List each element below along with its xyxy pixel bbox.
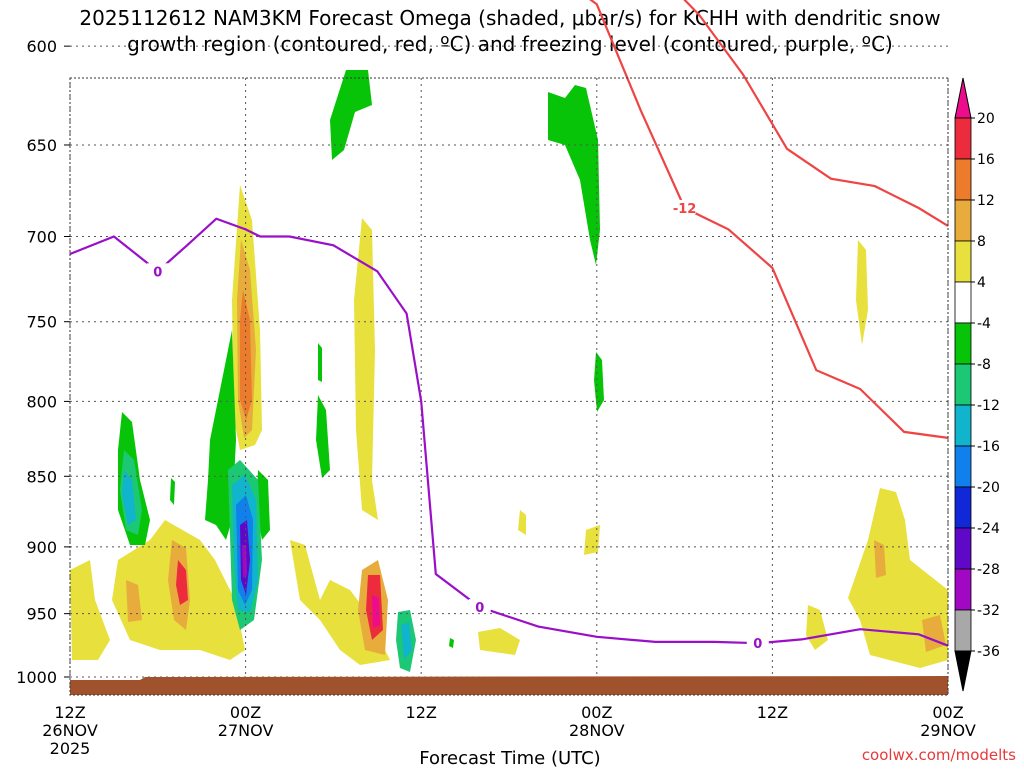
omega-region-green-00z [205, 330, 236, 540]
omega-region-orange-right [874, 540, 886, 578]
contour-line-2 [69, 217, 949, 647]
y-tick-label-800: 800 [26, 392, 57, 411]
y-axis-ticks: 2503003504004505005506006507007508008509… [16, 37, 70, 687]
colorbar-label-2: 12 [977, 193, 995, 209]
omega-region-yellow-03z [354, 218, 378, 520]
omega-region-green-upper-b [548, 85, 600, 265]
omega-region-cyan-left-b [122, 470, 136, 525]
y-tick-label-600: 600 [26, 37, 57, 56]
omega-region-lightblue-09z [401, 622, 412, 660]
colorbar-label-6: -8 [977, 357, 991, 373]
y-tick-label-700: 700 [26, 228, 57, 247]
x-tick-date-5: 29NOV [920, 721, 976, 740]
contour-label-bg-2-1 [468, 599, 491, 614]
chart-title-line-1: 2025112612 NAM3KM Forecast Omega (shaded… [79, 6, 940, 30]
omega-region-pink-low2 [372, 595, 380, 628]
plot-border [69, 77, 949, 696]
omega-region-green-mid2 [318, 343, 322, 382]
omega-region-green-small-2 [449, 638, 454, 648]
colorbar-label-11: -28 [977, 562, 1000, 578]
x-tick-label-1: 00Z [230, 703, 261, 722]
colorbar-bin-3 [954, 240, 972, 283]
x-tick-label-3: 00Z [581, 703, 612, 722]
contour-label-2-1: 0 [475, 601, 484, 616]
x-tick-year-0: 2025 [50, 739, 91, 758]
contour-label-2-2: 0 [753, 637, 762, 652]
colorbar-bin-6 [954, 363, 972, 406]
contour-line-1 [589, 0, 949, 439]
omega-region-yellow-small-c [478, 628, 520, 655]
omega-region-yellow-late [856, 240, 868, 345]
omega-region-green-upper-a [330, 70, 372, 160]
omega-region-green-mid [316, 395, 330, 478]
x-tick-label-5: 00Z [932, 703, 963, 722]
chart-title-line-2: growth region (contoured, red, ºC) and f… [127, 32, 893, 56]
colorbar-bin-4 [954, 281, 972, 324]
colorbar-label-8: -16 [977, 439, 1000, 455]
x-tick-label-4: 12Z [757, 703, 788, 722]
colorbar-top-arrow [954, 77, 972, 119]
contour-line-0 [683, 0, 949, 227]
colorbar-label-9: -20 [977, 480, 1000, 496]
contour-label-1-1: -12 [673, 202, 697, 217]
x-tick-date-0: 26NOV [42, 721, 98, 740]
y-tick-label-750: 750 [26, 313, 57, 332]
colorbar-label-4: 4 [977, 275, 986, 291]
colorbar-label-13: -36 [977, 644, 1000, 660]
omega-shading-layer [70, 70, 948, 672]
x-tick-date-3: 28NOV [569, 721, 625, 740]
credit-text: coolwx.com/modelts [862, 746, 1016, 764]
omega-region-yellow-low-left [70, 560, 110, 660]
y-tick-label-900: 900 [26, 538, 57, 557]
colorbar-label-3: 8 [977, 234, 986, 250]
colorbar-bin-0 [954, 117, 972, 160]
omega-region-green-small [170, 478, 175, 505]
omega-region-orange-low2 [126, 580, 142, 622]
colorbar-label-10: -24 [977, 521, 1000, 537]
contour-label-2-0: 0 [153, 265, 162, 280]
omega-region-yellow-small-b [584, 525, 600, 555]
surface-terrain [70, 676, 948, 695]
colorbar-bin-10 [954, 527, 972, 570]
omega-region-red-low [176, 560, 188, 605]
colorbar-bin-7 [954, 404, 972, 447]
y-tick-label-950: 950 [26, 605, 57, 624]
colorbar-label-1: 16 [977, 152, 995, 168]
colorbar-bin-2 [954, 199, 972, 242]
omega-region-yellow-small-a [518, 510, 526, 535]
colorbar-label-7: -12 [977, 398, 1000, 414]
colorbar-label-5: -4 [977, 316, 991, 332]
x-axis-label: Forecast Time (UTC) [419, 748, 600, 768]
colorbar-bin-8 [954, 445, 972, 488]
colorbar-label-0: 20 [977, 111, 995, 127]
colorbar-label-12: -32 [977, 603, 1000, 619]
colorbar-bin-5 [954, 322, 972, 365]
y-tick-label-650: 650 [26, 136, 57, 155]
colorbar: 20 16 12 8 4 -4 -8 -12 -16 -20 -24 -28 -32 -36 [954, 77, 1000, 692]
colorbar-bin-1 [954, 158, 972, 201]
colorbar-bin-11 [954, 568, 972, 611]
contour-label-bg-2-0 [146, 263, 169, 278]
colorbar-bottom-arrow [954, 650, 972, 692]
contour-label-bg-2-2 [746, 635, 769, 650]
x-tick-date-1: 27NOV [218, 721, 274, 740]
y-tick-label-1000: 1000 [16, 668, 57, 687]
y-tick-label-850: 850 [26, 467, 57, 486]
x-tick-label-0: 12Z [54, 703, 85, 722]
colorbar-bin-12 [954, 609, 972, 652]
x-tick-label-2: 12Z [406, 703, 437, 722]
colorbar-bin-9 [954, 486, 972, 529]
contour-label-bg-1-1 [673, 199, 696, 214]
